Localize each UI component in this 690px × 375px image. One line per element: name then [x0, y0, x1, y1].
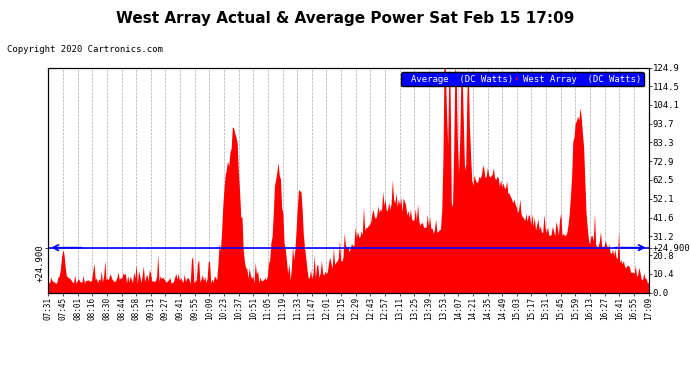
Text: West Array Actual & Average Power Sat Feb 15 17:09: West Array Actual & Average Power Sat Fe…: [116, 11, 574, 26]
Text: Copyright 2020 Cartronics.com: Copyright 2020 Cartronics.com: [7, 45, 163, 54]
Legend: Average  (DC Watts), West Array  (DC Watts): Average (DC Watts), West Array (DC Watts…: [401, 72, 644, 86]
